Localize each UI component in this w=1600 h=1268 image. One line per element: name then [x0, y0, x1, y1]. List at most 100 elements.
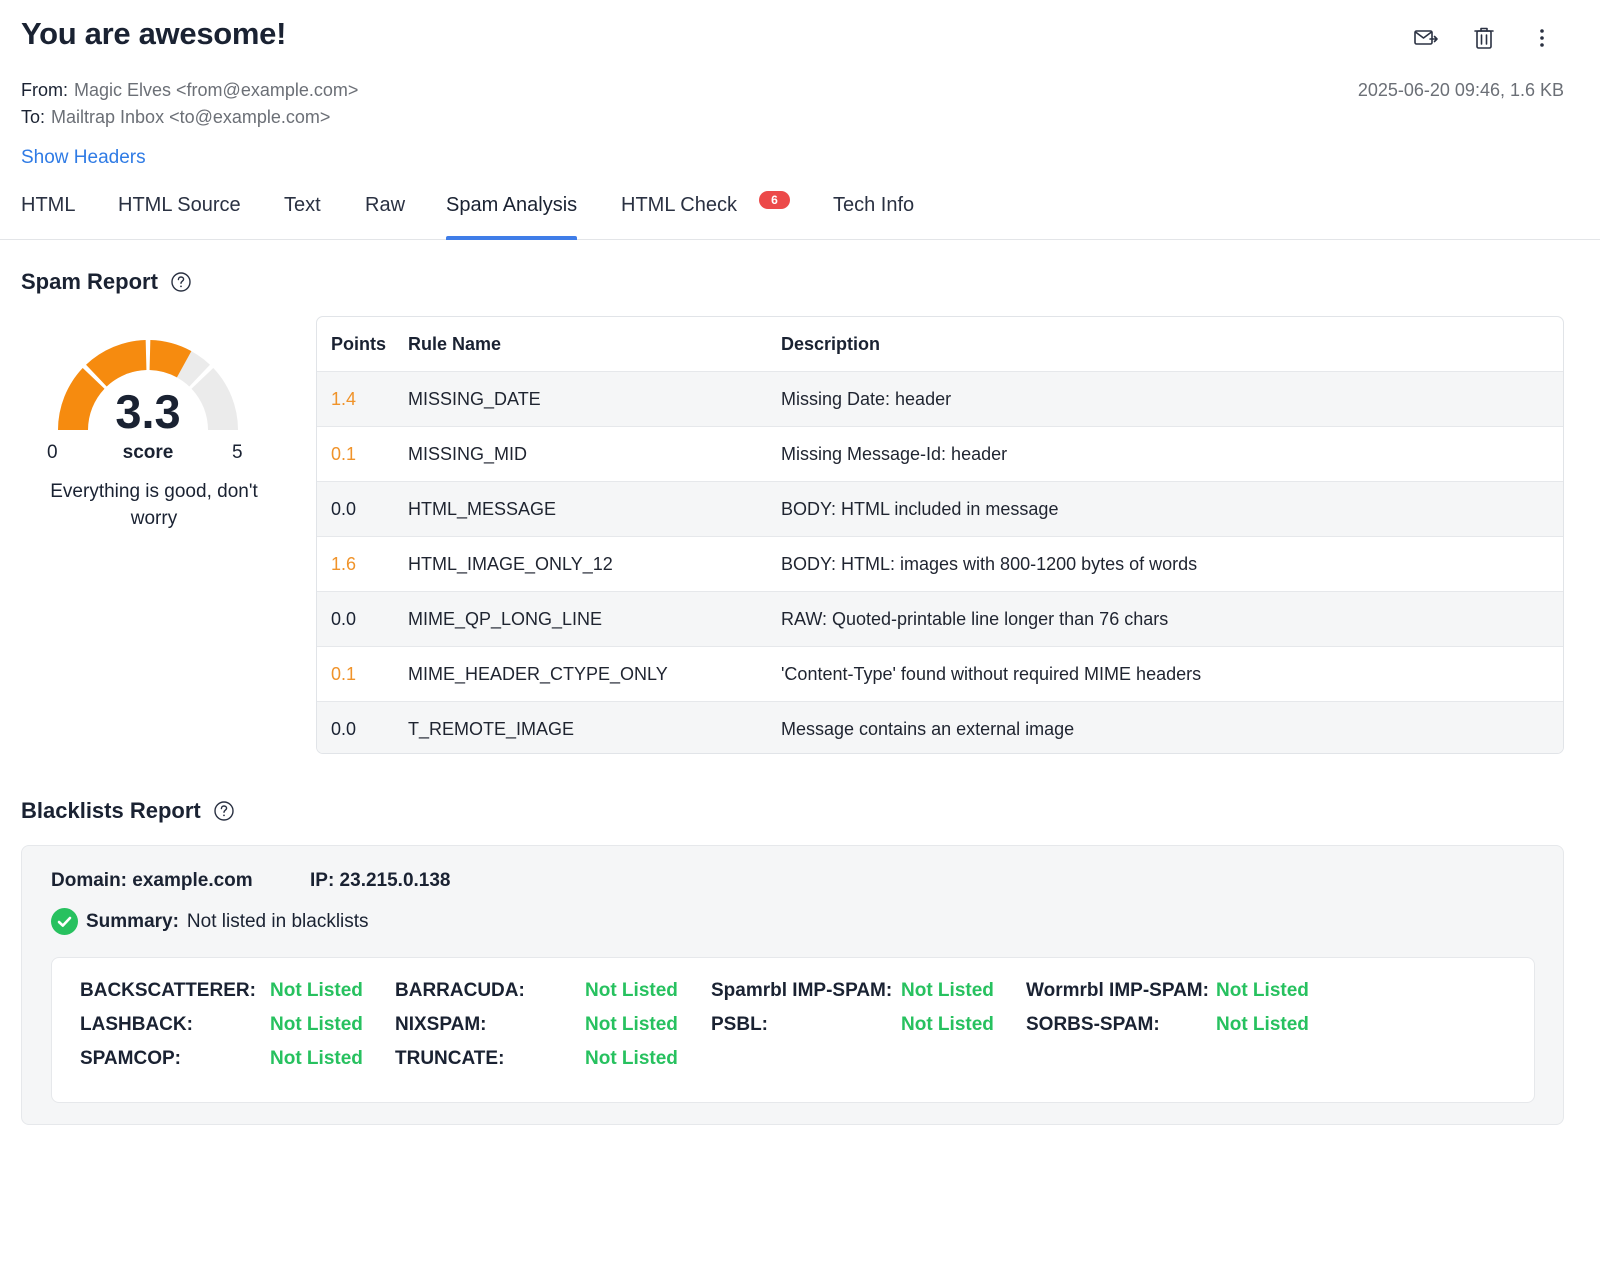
- check-circle-icon: [51, 908, 78, 935]
- blacklist-name: Wormrbl IMP-SPAM:: [1026, 980, 1209, 1001]
- rule-name: MISSING_DATE: [408, 388, 541, 409]
- blacklist-status: Not Listed: [585, 1048, 678, 1069]
- tab-html-check-label: HTML Check: [621, 194, 737, 216]
- show-headers-link[interactable]: Show Headers: [21, 147, 146, 168]
- from-label: From:: [21, 80, 68, 100]
- column-header-points: Points: [331, 333, 387, 354]
- gauge-arc: [58, 340, 238, 430]
- rule-points: 0.0: [331, 718, 357, 739]
- tab-tech-info[interactable]: Tech Info: [833, 194, 915, 216]
- spam-score-message: Everything is good, don't worry: [50, 481, 258, 529]
- blacklists-panel: Domain: example.com IP: 23.215.0.138 Sum…: [21, 845, 1564, 1125]
- column-header-rule-name: Rule Name: [408, 333, 502, 354]
- rule-description: 'Content-Type' found without required MI…: [781, 663, 1202, 684]
- rule-description: Missing Date: header: [781, 388, 952, 409]
- blacklist-domain: Domain: example.com: [51, 870, 253, 891]
- forward-mail-button[interactable]: [1408, 22, 1444, 54]
- blacklist-status: Not Listed: [1216, 980, 1309, 1001]
- html-check-count-badge: 6: [759, 191, 790, 209]
- table-row: 0.1 MIME_HEADER_CTYPE_ONLY 'Content-Type' …: [317, 646, 1563, 701]
- rule-description: Missing Message-Id: header: [781, 443, 1008, 464]
- rule-name: MIME_HEADER_CTYPE_ONLY: [408, 663, 668, 684]
- rule-name: HTML_MESSAGE: [408, 498, 557, 519]
- to-address: Mailtrap Inbox <to@example.com>: [51, 107, 331, 127]
- forward-mail-icon: [1414, 30, 1438, 45]
- tab-text[interactable]: Text: [284, 194, 321, 216]
- blacklist-status: Not Listed: [1216, 1014, 1309, 1035]
- gauge-score-label: score: [122, 442, 174, 463]
- rule-name: T_REMOTE_IMAGE: [408, 718, 575, 739]
- blacklist-name: TRUNCATE:: [395, 1048, 505, 1069]
- blacklist-status: Not Listed: [270, 980, 363, 1001]
- to-label: To:: [21, 107, 46, 127]
- spam-score-gauge: 3.3 0 score 5 Everything is good, don't …: [20, 322, 276, 542]
- blacklist-grid: BACKSCATTERER: Not Listed BARRACUDA: Not Li…: [51, 957, 1535, 1103]
- table-header: Points Rule Name Description: [317, 317, 1563, 371]
- spam-report-heading: Spam Report: [21, 269, 192, 295]
- rule-name: MIME_QP_LONG_LINE: [408, 608, 603, 629]
- blacklist-name: PSBL:: [711, 1014, 768, 1035]
- rule-description: BODY: HTML: images with 800-1200 bytes o…: [781, 553, 1198, 574]
- blacklist-name: SPAMCOP:: [80, 1048, 181, 1069]
- rule-points: 0.1: [331, 443, 357, 464]
- help-icon[interactable]: [170, 271, 192, 293]
- gauge-segment-empty: [191, 368, 238, 430]
- rule-points: 0.0: [331, 498, 357, 519]
- blacklist-status: Not Listed: [585, 1014, 678, 1035]
- from-address: Magic Elves <from@example.com>: [74, 80, 359, 100]
- blacklist-ip: IP: 23.215.0.138: [310, 870, 451, 891]
- blacklist-name: Spamrbl IMP-SPAM:: [711, 980, 893, 1001]
- gauge-min-label: 0: [47, 442, 58, 463]
- view-tabs: HTML HTML Source Text Raw Spam Analysis …: [0, 186, 1600, 240]
- blacklist-status: Not Listed: [270, 1014, 363, 1035]
- blacklist-name: NIXSPAM:: [395, 1014, 487, 1035]
- gauge-segment-filled: [149, 340, 192, 378]
- blacklists-report-title: Blacklists Report: [21, 798, 201, 823]
- rule-points: 0.1: [331, 663, 357, 684]
- blacklist-status: Not Listed: [585, 980, 678, 1001]
- tab-html[interactable]: HTML: [21, 194, 76, 216]
- email-toolbar: [1408, 22, 1560, 54]
- more-vertical-icon: [1540, 29, 1544, 47]
- summary-label: Summary:: [86, 910, 179, 932]
- gauge-segment-filled: [58, 368, 105, 430]
- table-row: 0.1 MISSING_MID Missing Message-Id: header: [317, 426, 1563, 481]
- tab-spam-analysis[interactable]: Spam Analysis: [446, 194, 578, 240]
- help-icon[interactable]: [213, 800, 235, 822]
- spam-score-value: 3.3: [115, 385, 181, 438]
- table-row: 1.6 HTML_IMAGE_ONLY_12 BODY: HTML: images …: [317, 536, 1563, 591]
- table-row: 0.0 HTML_MESSAGE BODY: HTML included in me…: [317, 481, 1563, 536]
- rule-description: BODY: HTML included in message: [781, 498, 1059, 519]
- trash-icon: [1474, 27, 1494, 49]
- table-row: 0.0 T_REMOTE_IMAGE Message contains an ext…: [317, 701, 1563, 753]
- from-line: From: Magic Elves <from@example.com>: [21, 80, 358, 101]
- tab-raw[interactable]: Raw: [365, 194, 406, 216]
- rule-points: 0.0: [331, 608, 357, 629]
- rule-description: RAW: Quoted-printable line longer than 7…: [781, 608, 1169, 629]
- blacklist-name: BACKSCATTERER:: [80, 980, 256, 1001]
- blacklist-status: Not Listed: [270, 1048, 363, 1069]
- blacklist-name: SORBS-SPAM:: [1026, 1014, 1160, 1035]
- summary-text: Not listed in blacklists: [186, 910, 369, 932]
- rule-points: 1.6: [331, 553, 357, 574]
- table-body: 1.4 MISSING_DATE Missing Date: header 0.1 MI…: [317, 371, 1563, 753]
- table-row: 1.4 MISSING_DATE Missing Date: header: [317, 371, 1563, 426]
- rule-name: MISSING_MID: [408, 443, 528, 464]
- delete-button[interactable]: [1466, 22, 1502, 54]
- blacklists-report-heading: Blacklists Report: [21, 798, 235, 824]
- gauge-max-label: 5: [232, 442, 243, 463]
- tab-html-check[interactable]: HTML Check 6: [621, 191, 790, 240]
- blacklist-summary: Summary: Not listed in blacklists: [51, 908, 369, 935]
- gauge-segment-filled: [86, 340, 147, 387]
- more-options-button[interactable]: [1524, 22, 1560, 54]
- column-header-description: Description: [781, 333, 881, 354]
- spam-report-title: Spam Report: [21, 269, 158, 294]
- rule-description: Message contains an external image: [781, 718, 1075, 739]
- to-line: To: Mailtrap Inbox <to@example.com>: [21, 107, 330, 128]
- rule-points: 1.4: [331, 388, 357, 409]
- rule-name: HTML_IMAGE_ONLY_12: [408, 553, 613, 574]
- table-row: 0.0 MIME_QP_LONG_LINE RAW: Quoted-printabl…: [317, 591, 1563, 646]
- tab-html-source[interactable]: HTML Source: [118, 194, 241, 216]
- blacklist-status: Not Listed: [901, 1014, 994, 1035]
